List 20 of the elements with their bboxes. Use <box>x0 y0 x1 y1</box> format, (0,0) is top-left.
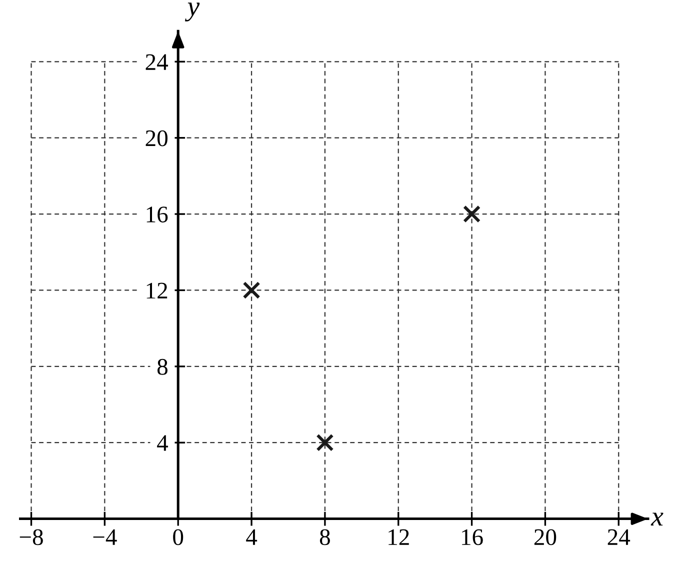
x-tick-label: 8 <box>320 529 330 546</box>
x-axis-title: x <box>650 512 664 526</box>
y-tick-label: 24 <box>146 54 168 70</box>
point <box>242 281 260 300</box>
y-tick-label: 20 <box>146 130 168 146</box>
y-tick-label: 12 <box>146 282 168 298</box>
y-tick-label: 8 <box>157 358 168 375</box>
y-tick-label: 16 <box>146 206 168 222</box>
x-tick-label: −8 <box>20 529 43 546</box>
y-tick-label: 4 <box>157 435 168 451</box>
x-tick-label: 0 <box>173 529 184 546</box>
y-axis-title: y <box>184 2 200 22</box>
point <box>316 434 334 452</box>
x-tick-label: 12 <box>388 529 409 545</box>
x-tick-label: 20 <box>534 529 556 546</box>
point <box>462 205 481 223</box>
x-tick-label: 4 <box>246 529 258 545</box>
x-tick-label: 16 <box>462 529 483 546</box>
x-tick-label: −4 <box>93 529 117 545</box>
x-tick-label: 24 <box>608 529 630 545</box>
